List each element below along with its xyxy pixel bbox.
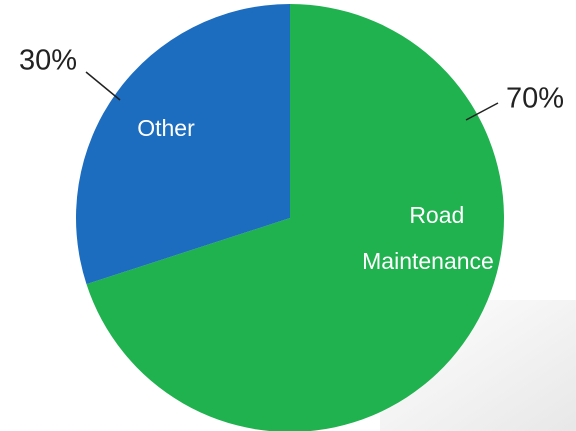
- slice-label: Other: [137, 115, 195, 141]
- value-label: 30%: [19, 45, 77, 77]
- slice-label: Road Maintenance: [362, 202, 494, 274]
- pie-slice: [86, 4, 504, 431]
- pie-slice: [75, 4, 291, 285]
- leader-line: [85, 71, 121, 101]
- leader-line: [465, 102, 499, 121]
- value-label: 70%: [506, 83, 564, 115]
